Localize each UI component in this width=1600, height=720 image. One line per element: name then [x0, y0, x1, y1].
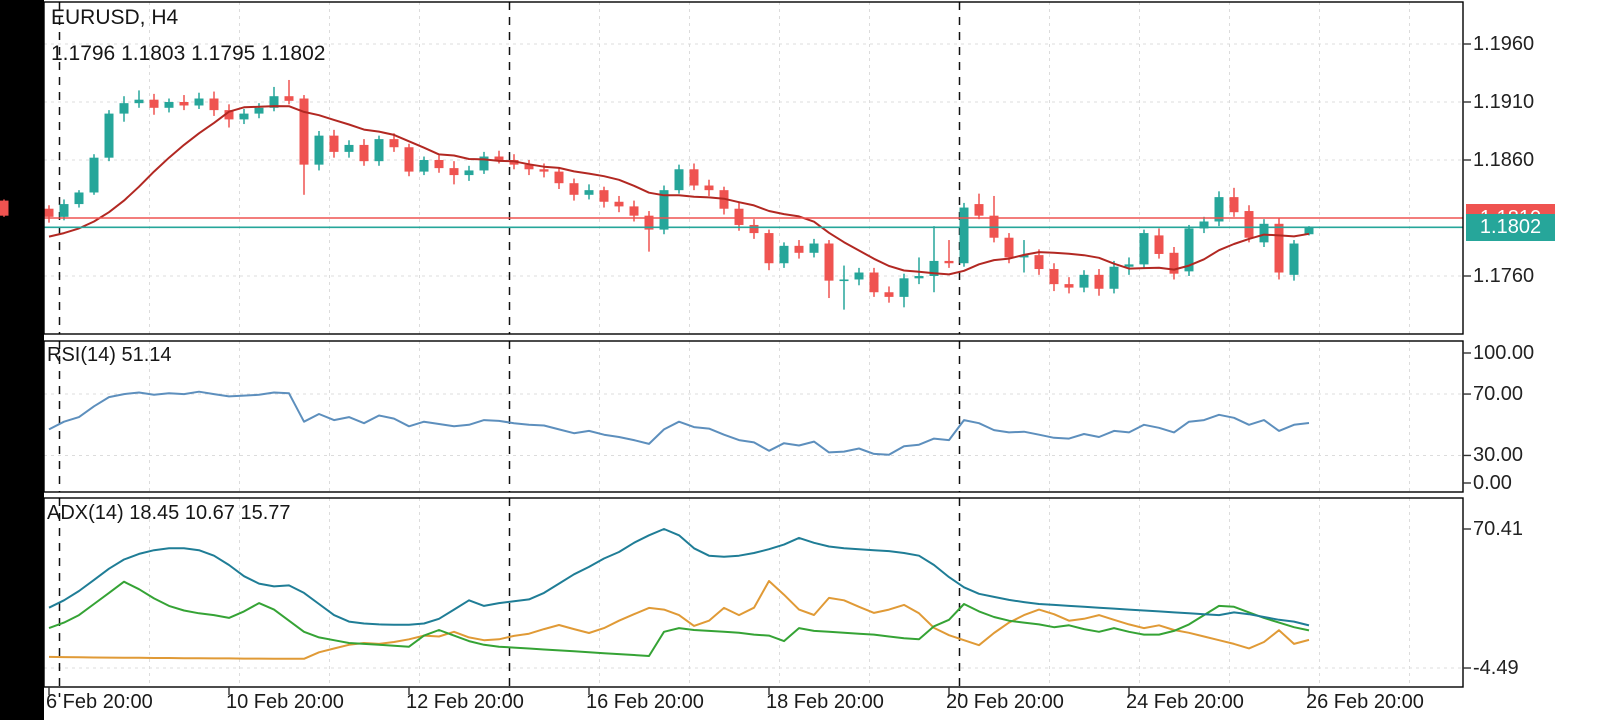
rsi-axis-label: 30.00 [1473, 444, 1524, 467]
rsi-axis-label: 0.00 [1473, 472, 1512, 494]
rsi-indicator-label: RSI(14) 51.14 [47, 344, 172, 366]
price-axis-label: 1.1910 [1473, 91, 1535, 113]
adx-axis-label: 70.41 [1473, 518, 1524, 540]
adx-indicator-label: ADX(14) 18.45 10.67 15.77 [47, 502, 291, 524]
symbol-title: EURUSD, H4 [51, 6, 179, 29]
time-axis-label: 20 Feb 20:00 [946, 691, 1064, 713]
time-axis-label: 6 Feb 20:00 [46, 691, 153, 713]
left-letterbox [0, 0, 44, 720]
price-axis-label: 1.1860 [1473, 149, 1535, 171]
time-axis-label: 12 Feb 20:00 [406, 691, 524, 713]
time-axis-label: 16 Feb 20:00 [586, 691, 704, 713]
bid-price-badge: 1.1802 [1466, 214, 1555, 241]
time-axis-label: 18 Feb 20:00 [766, 691, 884, 713]
ohlc-readout: 1.1796 1.1803 1.1795 1.1802 [51, 42, 326, 65]
adx-axis-label: -4.49 [1473, 657, 1519, 679]
price-axis-label: 1.1760 [1473, 265, 1535, 287]
price-axis-label: 1.1960 [1473, 33, 1535, 55]
time-axis-label: 24 Feb 20:00 [1126, 691, 1244, 713]
time-axis-label: 10 Feb 20:00 [226, 691, 344, 713]
rsi-axis-label: 70.00 [1473, 383, 1524, 406]
rsi-axis-label: 100.00 [1473, 342, 1535, 364]
time-axis-label: 26 Feb 20:00 [1306, 691, 1424, 713]
